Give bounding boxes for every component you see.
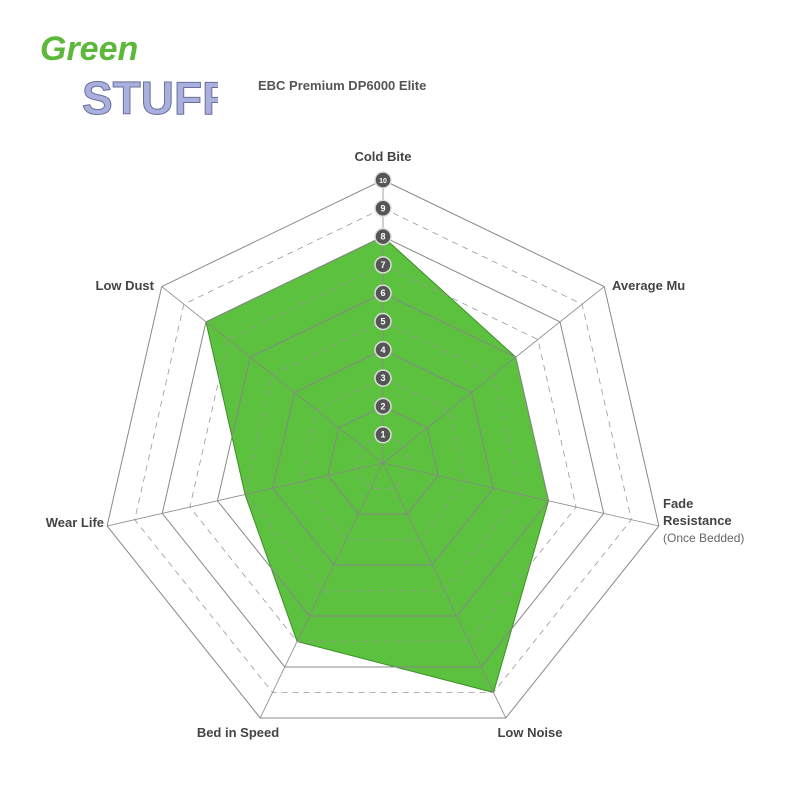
scale-tick-label: 2 [380,401,385,411]
axis-label: Bed in Speed [197,725,279,740]
axis-label: Low Dust [96,278,155,293]
scale-marker [374,341,392,359]
axis-line [161,286,384,464]
svg-text:STUFF: STUFF [82,72,218,122]
axis-line [107,462,384,527]
scale-tick-label: 1 [380,430,385,440]
scale-tick-label: 6 [380,288,385,298]
axis-label: Average Mu [612,278,685,293]
grid-ring [272,349,494,566]
scale-tick-label: 5 [380,317,385,327]
grid-ring [161,236,605,668]
grid-ring [216,292,550,617]
scale-marker [374,312,392,331]
scale-marker [374,199,392,218]
grid-ring [134,207,632,693]
green-stuff-logo: Green STUFF [38,22,218,122]
axis-sublabel: (Once Bedded) [663,531,744,545]
axis-line [382,462,507,719]
axis-label: Resistance [663,513,732,528]
svg-text:Green: Green [40,30,138,68]
scale-marker [374,227,392,246]
scale-marker [374,284,392,302]
grid-ring [327,405,439,515]
scale-tick-label: 4 [380,345,385,355]
grid-ring [189,264,577,642]
scale-tick-label: 9 [380,203,385,213]
axis-line [259,462,384,719]
axis-line [382,286,605,464]
scale-marker [374,369,392,387]
grid-ring [354,434,412,489]
scale-marker [374,256,392,274]
chart-title: EBC Premium DP6000 Elite [258,78,427,93]
scale-tick-label: 8 [380,232,385,242]
axis-label: Cold Bite [354,149,411,164]
grid-ring [244,321,522,591]
axis-line [382,462,659,527]
grid-ring [299,377,467,540]
axis-label: Wear Life [46,515,104,530]
scale-tick-label: 10 [379,178,387,185]
axis-label: Fade [663,496,693,511]
scale-tick-label: 7 [380,260,385,270]
grid-ring [106,179,660,719]
scale-marker [374,425,392,444]
axis-label: Low Noise [497,725,562,740]
scale-marker [374,171,392,189]
scale-tick-label: 3 [380,373,385,383]
scale-marker [374,397,392,416]
